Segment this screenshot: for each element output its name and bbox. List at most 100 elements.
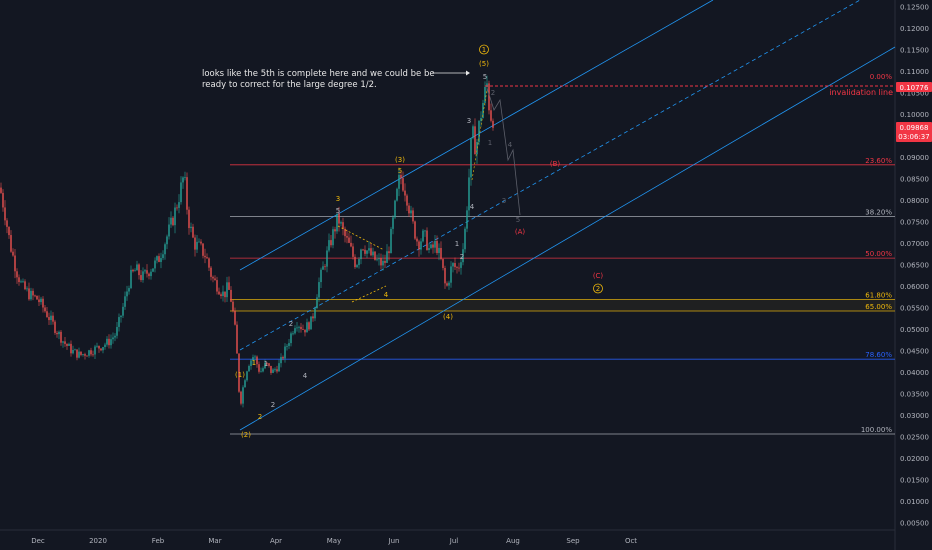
fib-retracement[interactable]: 0.00% 23.60% 38.20% 50.00% 61.80% 65.00% 78.60…: [230, 73, 895, 435]
triangle-pattern[interactable]: [337, 89, 488, 303]
candle-body: [24, 281, 26, 290]
candle-body: [304, 329, 306, 333]
candle-body: [18, 277, 20, 283]
candle-body: [72, 349, 74, 354]
candle-body: [366, 250, 368, 254]
candle-body: [246, 371, 248, 381]
candle-body: [184, 177, 186, 178]
channel-bottom-line[interactable]: [239, 46, 896, 431]
candle-body: [20, 281, 22, 283]
candle-body: [48, 317, 50, 321]
wave-label: (C): [593, 272, 604, 280]
candle-body: [230, 289, 232, 302]
candle-body: [208, 258, 210, 268]
candle-body: [454, 263, 456, 268]
candle-body: [80, 351, 82, 355]
candle-body: [30, 290, 32, 300]
candle-body: [350, 242, 352, 247]
parallel-channel[interactable]: [239, 0, 896, 431]
candle-body: [146, 270, 148, 274]
wave-label: 2: [289, 320, 293, 328]
candle-body: [94, 346, 96, 355]
candle-body: [214, 278, 216, 281]
candle-body: [120, 315, 122, 318]
candle-body: [150, 271, 152, 277]
candle-body: [480, 117, 482, 121]
y-tick-label: 0.01000: [900, 498, 929, 506]
fib-level-label: 65.00%: [865, 303, 892, 311]
candle-body: [112, 337, 114, 340]
wave-label: 2: [258, 413, 262, 421]
candle-body: [168, 224, 170, 237]
candle-body: [322, 266, 324, 270]
time-axis[interactable]: Dec 2020 Feb Mar Apr May Jun Jul Aug Sep Oct: [0, 529, 895, 545]
y-tick-label: 0.10500: [900, 90, 929, 98]
candle-body: [472, 126, 474, 139]
candle-body: [426, 230, 428, 250]
candle-body: [58, 331, 60, 335]
candle-body: [226, 282, 228, 298]
fib-level-label: 50.00%: [865, 250, 892, 258]
wave-label: 5: [398, 167, 402, 175]
wave-circle: [593, 283, 603, 294]
candle-body: [430, 244, 432, 249]
candle-body: [262, 368, 264, 372]
candle-body: [46, 311, 48, 318]
candle-body: [10, 235, 12, 252]
candle-body: [460, 262, 462, 268]
candle-body: [458, 267, 460, 269]
current-price-badge: 0.09868 03:06:37: [896, 122, 932, 142]
fib-level-label: 38.20%: [865, 208, 892, 216]
candle-body: [420, 241, 422, 250]
candle-body: [376, 259, 378, 261]
candle-body: [68, 343, 70, 346]
candle-body: [210, 267, 212, 277]
y-tick-label: 0.06500: [900, 262, 929, 270]
candle-body: [122, 306, 124, 316]
candle-body: [294, 328, 296, 334]
projection-path[interactable]: [486, 87, 521, 216]
candle-body: [92, 354, 94, 356]
candle-body: [110, 339, 112, 346]
candle-body: [358, 259, 360, 266]
candle-body: [464, 228, 466, 250]
candle-body: [310, 316, 312, 330]
candle-body: [148, 273, 150, 277]
candle-body: [328, 240, 330, 251]
x-tick-label: Jun: [388, 537, 400, 545]
candle-body: [104, 344, 106, 348]
candle-body: [274, 369, 276, 371]
x-tick-label: Sep: [566, 537, 580, 545]
y-tick-label: 0.04500: [900, 348, 929, 356]
candle-body: [196, 241, 198, 250]
candle-body: [66, 343, 68, 346]
wave-label: 3: [502, 197, 506, 205]
candle-body: [446, 283, 448, 286]
candle-body: [130, 269, 132, 289]
candle-body: [342, 222, 344, 229]
candle-body: [390, 228, 392, 254]
candle-body: [238, 353, 240, 392]
circled-wave-label: 1: [482, 46, 486, 54]
channel-top-line[interactable]: [239, 0, 714, 271]
candle-body: [320, 269, 322, 283]
candle-body: [406, 195, 408, 206]
invalidation-label: invalidation line: [829, 88, 893, 97]
y-tick-label: 0.11000: [900, 68, 929, 76]
candle-body: [396, 188, 398, 201]
candle-body: [4, 207, 6, 221]
invalidation-line[interactable]: invalidation line: [485, 85, 895, 97]
wave-label: 2: [460, 253, 464, 261]
candle-body: [392, 217, 394, 229]
annotation-note[interactable]: looks like the 5th is complete here and …: [202, 69, 470, 90]
y-tick-label: 0.01500: [900, 477, 929, 485]
candle-body: [348, 237, 350, 243]
x-tick-label: 2020: [89, 537, 107, 545]
candle-body: [250, 360, 252, 366]
candle-body: [62, 341, 64, 343]
candle-body: [132, 269, 134, 272]
candle-body: [158, 256, 160, 262]
candle-body: [272, 369, 274, 373]
